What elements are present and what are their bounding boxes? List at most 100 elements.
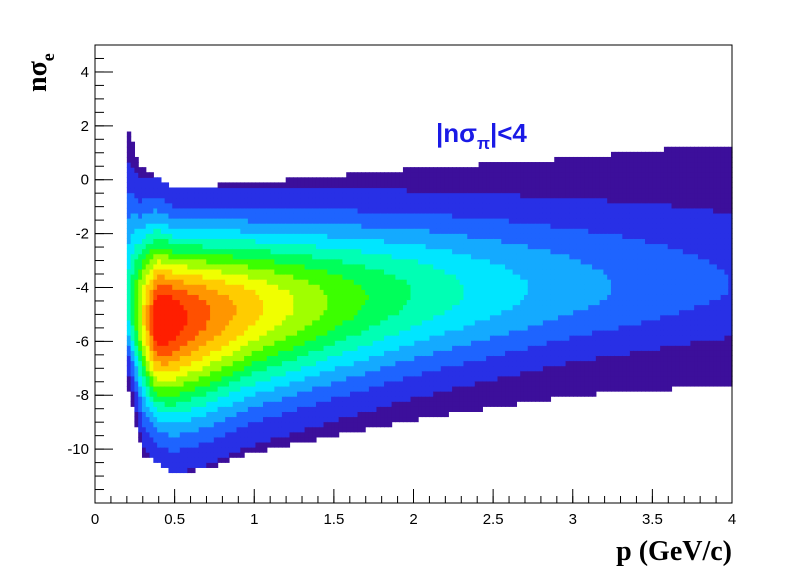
heatmap-cell (395, 294, 400, 301)
heatmap-cell (368, 319, 374, 326)
heatmap-cell (433, 365, 438, 372)
heatmap-cell (474, 375, 480, 382)
heatmap-cell (380, 279, 385, 285)
heatmap-cell (315, 431, 321, 438)
heatmap-cell (285, 289, 291, 295)
heatmap-cell (251, 421, 257, 428)
heatmap-cell (455, 167, 461, 173)
heatmap-cell (421, 228, 427, 234)
heatmap-cell (225, 207, 230, 214)
heatmap-cell (436, 294, 442, 301)
heatmap-cell (134, 187, 139, 194)
heatmap-cell (217, 431, 222, 438)
heatmap-cell (206, 391, 211, 397)
heatmap-cell (240, 375, 245, 382)
heatmap-cell (183, 416, 188, 423)
heatmap-cell (153, 304, 158, 311)
heatmap-cell (308, 365, 313, 372)
heatmap-cell (402, 375, 408, 382)
heatmap-cell (217, 355, 222, 362)
heatmap-cell (410, 335, 415, 341)
heatmap-cell (206, 411, 211, 418)
heatmap-cell (414, 233, 419, 239)
heatmap-cell (179, 218, 185, 224)
heatmap-cell (217, 324, 222, 331)
heatmap-cell (406, 319, 412, 326)
heatmap-cell (410, 385, 415, 392)
heatmap-cell (130, 329, 136, 336)
heatmap-cell (471, 238, 476, 245)
heatmap-cell (228, 243, 234, 250)
heatmap-cell (160, 258, 166, 265)
heatmap-cell (334, 426, 340, 433)
heatmap-cell (270, 223, 275, 229)
heatmap-cell (225, 380, 230, 387)
heatmap-cell (376, 411, 381, 418)
heatmap-cell (281, 263, 287, 270)
heatmap-cell (414, 299, 419, 306)
heatmap-cell (244, 187, 249, 194)
heatmap-cell (410, 345, 415, 351)
heatmap-cell (172, 284, 177, 290)
heatmap-cell (297, 345, 302, 351)
heatmap-cell (350, 182, 355, 189)
heatmap-cell (489, 365, 495, 372)
heatmap-cell (293, 319, 298, 326)
heatmap-cell (274, 187, 279, 194)
heatmap-cell (130, 187, 136, 194)
heatmap-cell (448, 253, 453, 260)
heatmap-cell (346, 314, 351, 321)
heatmap-cell (240, 411, 245, 418)
heatmap-cell (455, 335, 461, 341)
heatmap-cell (210, 314, 215, 321)
heatmap-cell (399, 401, 404, 407)
heatmap-cell (251, 431, 257, 438)
heatmap-cell (482, 223, 487, 229)
heatmap-cell (467, 248, 472, 255)
heatmap-cell (236, 340, 241, 346)
heatmap-cell (247, 258, 253, 265)
heatmap-cell (232, 385, 238, 392)
heatmap-cell (240, 314, 245, 321)
heatmap-cell (357, 299, 362, 306)
heatmap-cell (342, 401, 347, 407)
heatmap-cell (327, 223, 332, 229)
heatmap-cell (323, 426, 328, 433)
heatmap-cell (293, 279, 298, 285)
heatmap-cell (308, 212, 313, 219)
heatmap-cell (334, 365, 340, 372)
heatmap-cell (399, 391, 404, 397)
heatmap-cell (210, 380, 215, 387)
heatmap-cell (263, 284, 268, 290)
heatmap-cell (138, 406, 143, 412)
heatmap-cell (141, 263, 147, 270)
heatmap-cell (463, 309, 468, 316)
heatmap-cell (455, 314, 461, 321)
heatmap-cell (486, 192, 491, 199)
heatmap-cell (489, 355, 495, 362)
heatmap-cell (297, 375, 302, 382)
heatmap-cell (421, 263, 427, 270)
heatmap-cell (346, 340, 351, 346)
heatmap-cell (323, 345, 328, 351)
heatmap-cell (281, 289, 287, 295)
heatmap-cell (274, 223, 279, 229)
heatmap-cell (172, 411, 177, 418)
heatmap-cell (463, 167, 468, 173)
heatmap-cell (421, 284, 427, 290)
heatmap-cell (270, 385, 275, 392)
heatmap-cell (486, 223, 491, 229)
heatmap-cell (251, 304, 257, 311)
heatmap-cell (270, 355, 275, 362)
heatmap-cell (187, 340, 192, 346)
heatmap-cell (414, 329, 419, 336)
heatmap-cell (270, 421, 275, 428)
heatmap-cell (429, 167, 434, 173)
heatmap-cell (293, 238, 298, 245)
heatmap-cell (225, 441, 230, 448)
heatmap-cell (391, 228, 396, 234)
heatmap-cell (281, 431, 287, 438)
heatmap-cell (281, 304, 287, 311)
heatmap-cell (198, 340, 204, 346)
heatmap-cell (194, 462, 200, 468)
